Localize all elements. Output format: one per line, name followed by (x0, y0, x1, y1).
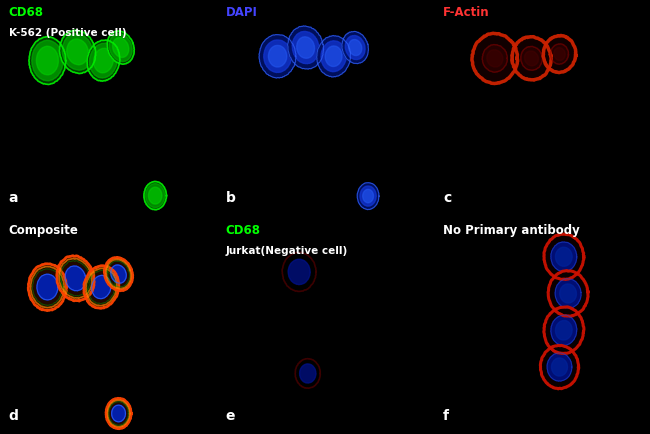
Polygon shape (295, 358, 320, 388)
Polygon shape (282, 252, 316, 292)
Polygon shape (551, 315, 577, 345)
Text: CD68: CD68 (8, 7, 44, 20)
Text: f: f (443, 409, 449, 423)
Polygon shape (62, 33, 93, 70)
Polygon shape (288, 259, 310, 285)
Polygon shape (264, 40, 291, 72)
Polygon shape (363, 189, 374, 203)
Polygon shape (555, 279, 581, 308)
Polygon shape (259, 35, 296, 78)
Text: CD68: CD68 (226, 224, 261, 237)
Polygon shape (107, 400, 129, 427)
Text: DAPI: DAPI (226, 7, 258, 20)
Polygon shape (59, 259, 92, 298)
Polygon shape (547, 353, 572, 381)
Polygon shape (300, 364, 316, 383)
Polygon shape (144, 181, 166, 210)
Polygon shape (342, 31, 369, 64)
Polygon shape (472, 33, 517, 84)
Polygon shape (106, 260, 131, 289)
Polygon shape (37, 274, 58, 300)
Polygon shape (112, 405, 125, 422)
Text: c: c (443, 191, 451, 205)
Polygon shape (551, 44, 569, 64)
Polygon shape (292, 31, 319, 64)
Text: No Primary antibody: No Primary antibody (443, 224, 580, 237)
Polygon shape (57, 256, 94, 301)
Text: b: b (226, 191, 236, 205)
Polygon shape (348, 39, 362, 56)
Polygon shape (548, 270, 588, 316)
Polygon shape (94, 48, 113, 73)
Polygon shape (109, 33, 132, 62)
Polygon shape (287, 26, 324, 69)
Polygon shape (87, 40, 120, 81)
Text: e: e (226, 409, 235, 423)
Text: d: d (8, 409, 18, 423)
Text: a: a (8, 191, 18, 205)
Polygon shape (360, 186, 376, 206)
Polygon shape (358, 183, 379, 210)
Polygon shape (148, 187, 162, 204)
Polygon shape (521, 46, 542, 70)
Text: Composite: Composite (8, 224, 79, 237)
Polygon shape (554, 48, 566, 60)
Polygon shape (544, 307, 584, 353)
Polygon shape (555, 320, 572, 340)
Polygon shape (106, 398, 131, 429)
Polygon shape (512, 36, 551, 80)
Polygon shape (67, 39, 88, 65)
Text: K-562 (Positive cell): K-562 (Positive cell) (8, 28, 126, 38)
Polygon shape (321, 41, 346, 72)
Polygon shape (487, 50, 503, 67)
Polygon shape (29, 36, 66, 85)
Polygon shape (59, 30, 96, 73)
Polygon shape (112, 38, 129, 57)
Polygon shape (28, 264, 66, 311)
Polygon shape (31, 266, 64, 308)
Polygon shape (92, 275, 111, 299)
Polygon shape (146, 184, 165, 207)
Text: F-Actin: F-Actin (443, 7, 489, 20)
Polygon shape (65, 266, 86, 291)
Polygon shape (345, 36, 365, 59)
Polygon shape (107, 31, 135, 64)
Polygon shape (482, 45, 508, 72)
Polygon shape (84, 266, 119, 308)
Polygon shape (544, 234, 584, 279)
Polygon shape (560, 284, 577, 303)
Polygon shape (556, 247, 572, 266)
Polygon shape (296, 37, 315, 58)
Polygon shape (111, 265, 126, 283)
Text: Jurkat(Negative cell): Jurkat(Negative cell) (226, 246, 348, 256)
Polygon shape (86, 268, 117, 306)
Polygon shape (317, 36, 350, 77)
Polygon shape (551, 358, 567, 376)
Polygon shape (268, 46, 287, 67)
Polygon shape (36, 46, 58, 75)
Polygon shape (540, 345, 578, 389)
Polygon shape (325, 46, 342, 66)
Polygon shape (32, 40, 63, 81)
Polygon shape (543, 36, 576, 72)
Polygon shape (525, 51, 538, 66)
Polygon shape (90, 43, 118, 78)
Polygon shape (104, 257, 133, 291)
Polygon shape (551, 242, 577, 272)
